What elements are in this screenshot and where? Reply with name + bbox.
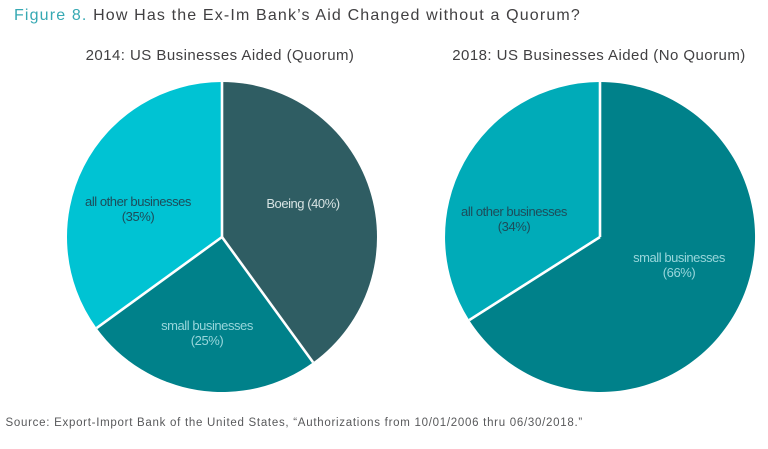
svg-text:(25%): (25%) — [191, 333, 224, 348]
svg-text:all other businesses: all other businesses — [85, 194, 192, 209]
svg-text:all other businesses: all other businesses — [461, 204, 568, 219]
svg-text:(35%): (35%) — [122, 209, 155, 224]
svg-text:(34%): (34%) — [498, 219, 531, 234]
svg-text:Boeing (40%): Boeing (40%) — [266, 196, 339, 211]
svg-text:small businesses: small businesses — [633, 250, 726, 265]
svg-text:(66%): (66%) — [663, 265, 696, 280]
svg-text:small businesses: small businesses — [161, 318, 254, 333]
